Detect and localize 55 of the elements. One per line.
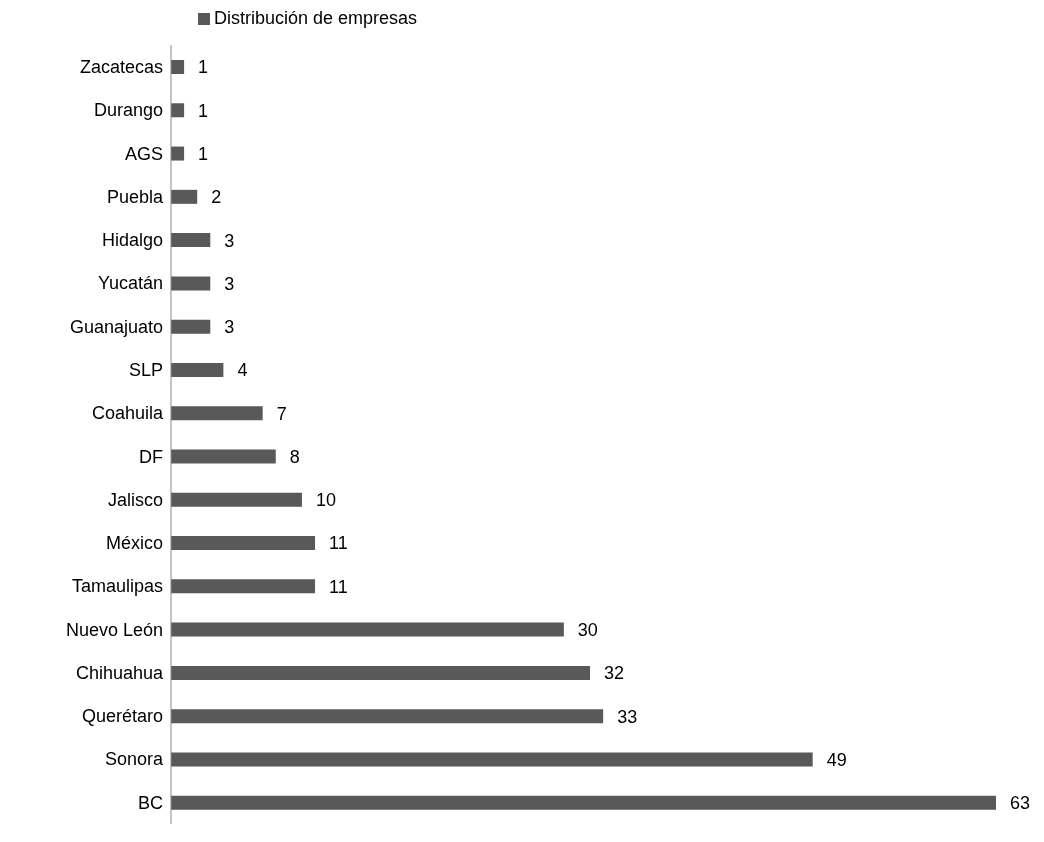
bar: [171, 362, 224, 377]
bar: [171, 103, 185, 118]
y-tick-label: Hidalgo: [101, 230, 163, 251]
bar: [171, 579, 316, 594]
data-label: 11: [329, 576, 348, 597]
y-tick-label: Yucatán: [97, 273, 163, 294]
bar: [171, 622, 564, 637]
y-tick-label: Nuevo León: [65, 619, 163, 640]
y-tick-label: Tamaulipas: [71, 576, 163, 597]
y-tick-label: Jalisco: [107, 489, 163, 510]
bar: [171, 752, 813, 767]
data-label: 4: [237, 360, 248, 381]
data-label: 49: [826, 749, 847, 770]
data-label: 1: [198, 100, 209, 121]
y-tick-label: Chihuahua: [75, 662, 164, 683]
legend-label: Distribución de empresas: [214, 8, 418, 28]
y-tick-label: Puebla: [106, 186, 164, 207]
bar: [171, 536, 316, 551]
bar: [171, 146, 185, 161]
bar: [171, 189, 198, 204]
bar: [171, 406, 263, 421]
data-label: 1: [198, 57, 209, 78]
y-tick-label: Guanajuato: [69, 316, 163, 337]
y-tick-label: Sonora: [104, 749, 164, 770]
bar: [171, 795, 996, 810]
y-tick-label: Durango: [93, 100, 163, 121]
data-label: 11: [329, 533, 348, 554]
bar: [171, 319, 211, 334]
y-tick-label: BC: [137, 792, 163, 813]
bar: [171, 492, 302, 507]
y-tick-label: Coahuila: [91, 403, 164, 424]
bar: [171, 449, 276, 464]
bar: [171, 276, 211, 291]
data-label: 3: [224, 230, 235, 251]
data-label: 3: [224, 273, 235, 294]
bar: [171, 60, 185, 74]
bar: [171, 233, 211, 248]
data-label: 63: [1010, 793, 1031, 814]
data-label: 30: [577, 620, 598, 640]
data-label: 32: [604, 663, 625, 684]
y-tick-label: Zacatecas: [79, 57, 163, 78]
bar: [171, 665, 591, 680]
data-label: 3: [224, 317, 235, 338]
data-label: 1: [198, 143, 209, 164]
y-tick-label: México: [105, 533, 163, 554]
bar: [171, 709, 604, 724]
data-label: 33: [617, 706, 638, 727]
data-label: 7: [276, 403, 287, 424]
data-label: 10: [315, 490, 336, 511]
y-tick-label: DF: [139, 446, 163, 467]
data-label: 2: [211, 187, 222, 208]
data-label: 8: [289, 446, 300, 467]
y-tick-label: AGS: [124, 143, 163, 164]
y-tick-label: SLP: [128, 359, 163, 380]
y-tick-label: Querétaro: [81, 706, 163, 727]
